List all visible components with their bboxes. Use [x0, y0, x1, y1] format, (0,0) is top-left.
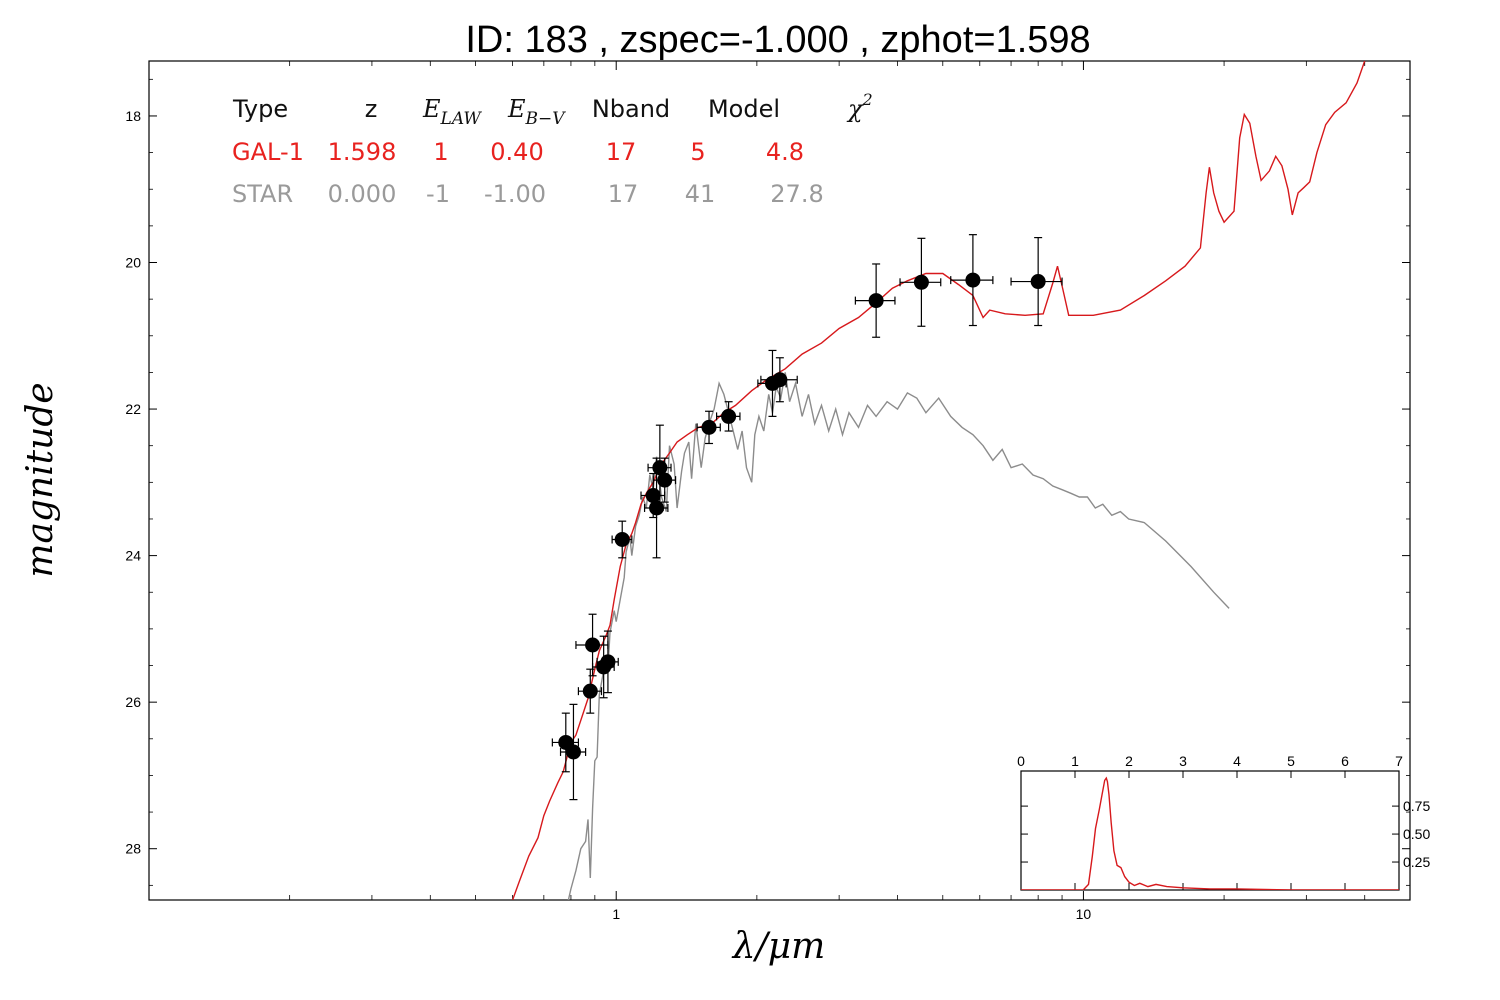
table-header-model: Model: [708, 95, 780, 123]
photometry-marker: [649, 500, 665, 516]
gal-ebv: 0.40: [490, 138, 543, 166]
table-header-nband: Nband: [592, 95, 670, 123]
photometry-marker: [585, 637, 601, 653]
photometry-point: [559, 703, 587, 801]
inset-x-tick-label: 3: [1179, 753, 1187, 769]
star-chi2: 27.8: [770, 180, 823, 208]
inset-pdz-curve: [1021, 776, 1399, 890]
y-tick-labels: 18 20 22 24 26 28: [125, 108, 141, 857]
y-tick-label: 22: [125, 401, 141, 417]
gal-nband: 17: [606, 138, 637, 166]
y-tick-label: 20: [125, 255, 141, 271]
star-ebv: -1.00: [484, 180, 546, 208]
photometry-marker: [1030, 274, 1046, 290]
photometry-point: [854, 263, 896, 338]
axis-ticks: [148, 61, 1411, 900]
photometry-marker: [721, 408, 737, 424]
table-row-galaxy: GAL-1 1.598 1 0.40 17 5 4.8: [232, 138, 804, 166]
photometry-marker: [965, 272, 981, 288]
star-type: STAR: [232, 180, 293, 208]
x-tick-labels: 1 10: [612, 906, 1091, 922]
photometry-point: [647, 424, 672, 511]
photometry-point: [696, 410, 721, 445]
plot-frame: [148, 60, 1411, 901]
table-header-ebv: EB−V: [507, 95, 566, 129]
photometry-marker: [565, 744, 581, 760]
gal-model: 5: [690, 138, 705, 166]
star-model: 41: [685, 180, 716, 208]
y-tick-label: 26: [125, 694, 141, 710]
table-header-elaw: ELAW: [422, 95, 482, 129]
figure-title: ID: 183 , zspec=-1.000 , zphot=1.598: [465, 19, 1090, 61]
fit-table: Type z ELAW EB−V Nband Model χ2 GAL-1 1.…: [232, 90, 873, 208]
gal-chi2: 4.8: [766, 138, 804, 166]
pdz-inset: 0 1 2 3 4 5 6 7 0.25 0.50 0.75: [1017, 753, 1430, 891]
gal-type: GAL-1: [232, 138, 304, 166]
y-tick-label: 24: [125, 548, 141, 564]
inset-x-tick-label: 6: [1341, 753, 1349, 769]
photometry-point: [715, 401, 741, 432]
inset-x-tick-label: 7: [1395, 753, 1403, 769]
photometry-point: [1010, 236, 1063, 327]
inset-x-tick-label: 4: [1233, 753, 1241, 769]
inset-frame: [1020, 770, 1400, 891]
photometry-point: [652, 457, 677, 503]
gal-z: 1.598: [328, 138, 397, 166]
x-axis-label: λ/μm: [731, 926, 825, 967]
photometry-marker: [868, 293, 884, 309]
photometry-marker: [657, 472, 673, 488]
photometry-point: [575, 613, 609, 677]
photometry-point: [596, 630, 619, 694]
x-tick-label: 10: [1076, 906, 1092, 922]
star-elaw: -1: [426, 180, 450, 208]
table-header-chi2: χ2: [846, 90, 873, 123]
inset-y-tick-label: 0.25: [1403, 854, 1430, 870]
photometry-marker: [600, 654, 616, 670]
table-header-z: z: [365, 95, 378, 123]
inset-ticks: 0 1 2 3 4 5 6 7 0.25 0.50 0.75: [1017, 753, 1430, 890]
photometry-marker: [652, 460, 668, 476]
photometry-marker: [582, 683, 598, 699]
x-tick-label: 1: [612, 906, 620, 922]
inset-y-tick-label: 0.50: [1403, 826, 1430, 842]
observed-photometry: [551, 234, 1063, 801]
photometry-point: [899, 237, 942, 327]
photometry-point: [611, 520, 633, 559]
photometry-marker: [913, 274, 929, 290]
inset-y-tick-label: 0.75: [1403, 798, 1430, 814]
photometry-marker: [614, 531, 630, 547]
inset-x-tick-label: 2: [1125, 753, 1133, 769]
table-header-type: Type: [232, 95, 288, 123]
photometry-marker: [772, 372, 788, 388]
photometry-marker: [701, 419, 717, 435]
gal-elaw: 1: [433, 138, 448, 166]
star-z: 0.000: [328, 180, 397, 208]
y-axis-label: magnitude: [20, 382, 61, 577]
inset-x-tick-label: 5: [1287, 753, 1295, 769]
photometry-point: [760, 357, 798, 403]
photometry-point: [551, 712, 580, 773]
inset-x-tick-label: 0: [1017, 753, 1025, 769]
photometry-point: [950, 234, 994, 327]
star-model-spectrum: [567, 372, 1230, 900]
y-tick-label: 28: [125, 841, 141, 857]
star-nband: 17: [608, 180, 639, 208]
y-tick-label: 18: [125, 108, 141, 124]
photometry-point: [577, 668, 603, 714]
table-row-star: STAR 0.000 -1 -1.00 17 41 27.8: [232, 180, 824, 208]
galaxy-model-spectrum: [511, 61, 1366, 900]
inset-x-tick-label: 1: [1071, 753, 1079, 769]
